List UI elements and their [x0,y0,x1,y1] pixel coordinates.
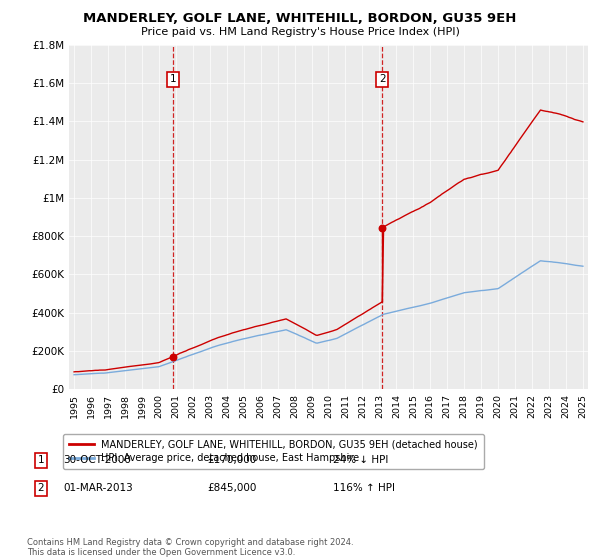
Text: MANDERLEY, GOLF LANE, WHITEHILL, BORDON, GU35 9EH: MANDERLEY, GOLF LANE, WHITEHILL, BORDON,… [83,12,517,25]
Text: 2: 2 [37,483,44,493]
Text: 30-OCT-2000: 30-OCT-2000 [63,455,131,465]
Text: 01-MAR-2013: 01-MAR-2013 [63,483,133,493]
Text: Price paid vs. HM Land Registry's House Price Index (HPI): Price paid vs. HM Land Registry's House … [140,27,460,37]
Text: 116% ↑ HPI: 116% ↑ HPI [333,483,395,493]
Text: 1: 1 [37,455,44,465]
Legend: MANDERLEY, GOLF LANE, WHITEHILL, BORDON, GU35 9EH (detached house), HPI: Average: MANDERLEY, GOLF LANE, WHITEHILL, BORDON,… [64,433,484,469]
Text: £170,000: £170,000 [207,455,256,465]
Point [377,223,387,232]
Text: 1: 1 [170,74,176,84]
Text: £845,000: £845,000 [207,483,256,493]
Text: 24% ↓ HPI: 24% ↓ HPI [333,455,388,465]
Text: Contains HM Land Registry data © Crown copyright and database right 2024.
This d: Contains HM Land Registry data © Crown c… [27,538,353,557]
Text: 2: 2 [379,74,386,84]
Point [168,352,178,361]
